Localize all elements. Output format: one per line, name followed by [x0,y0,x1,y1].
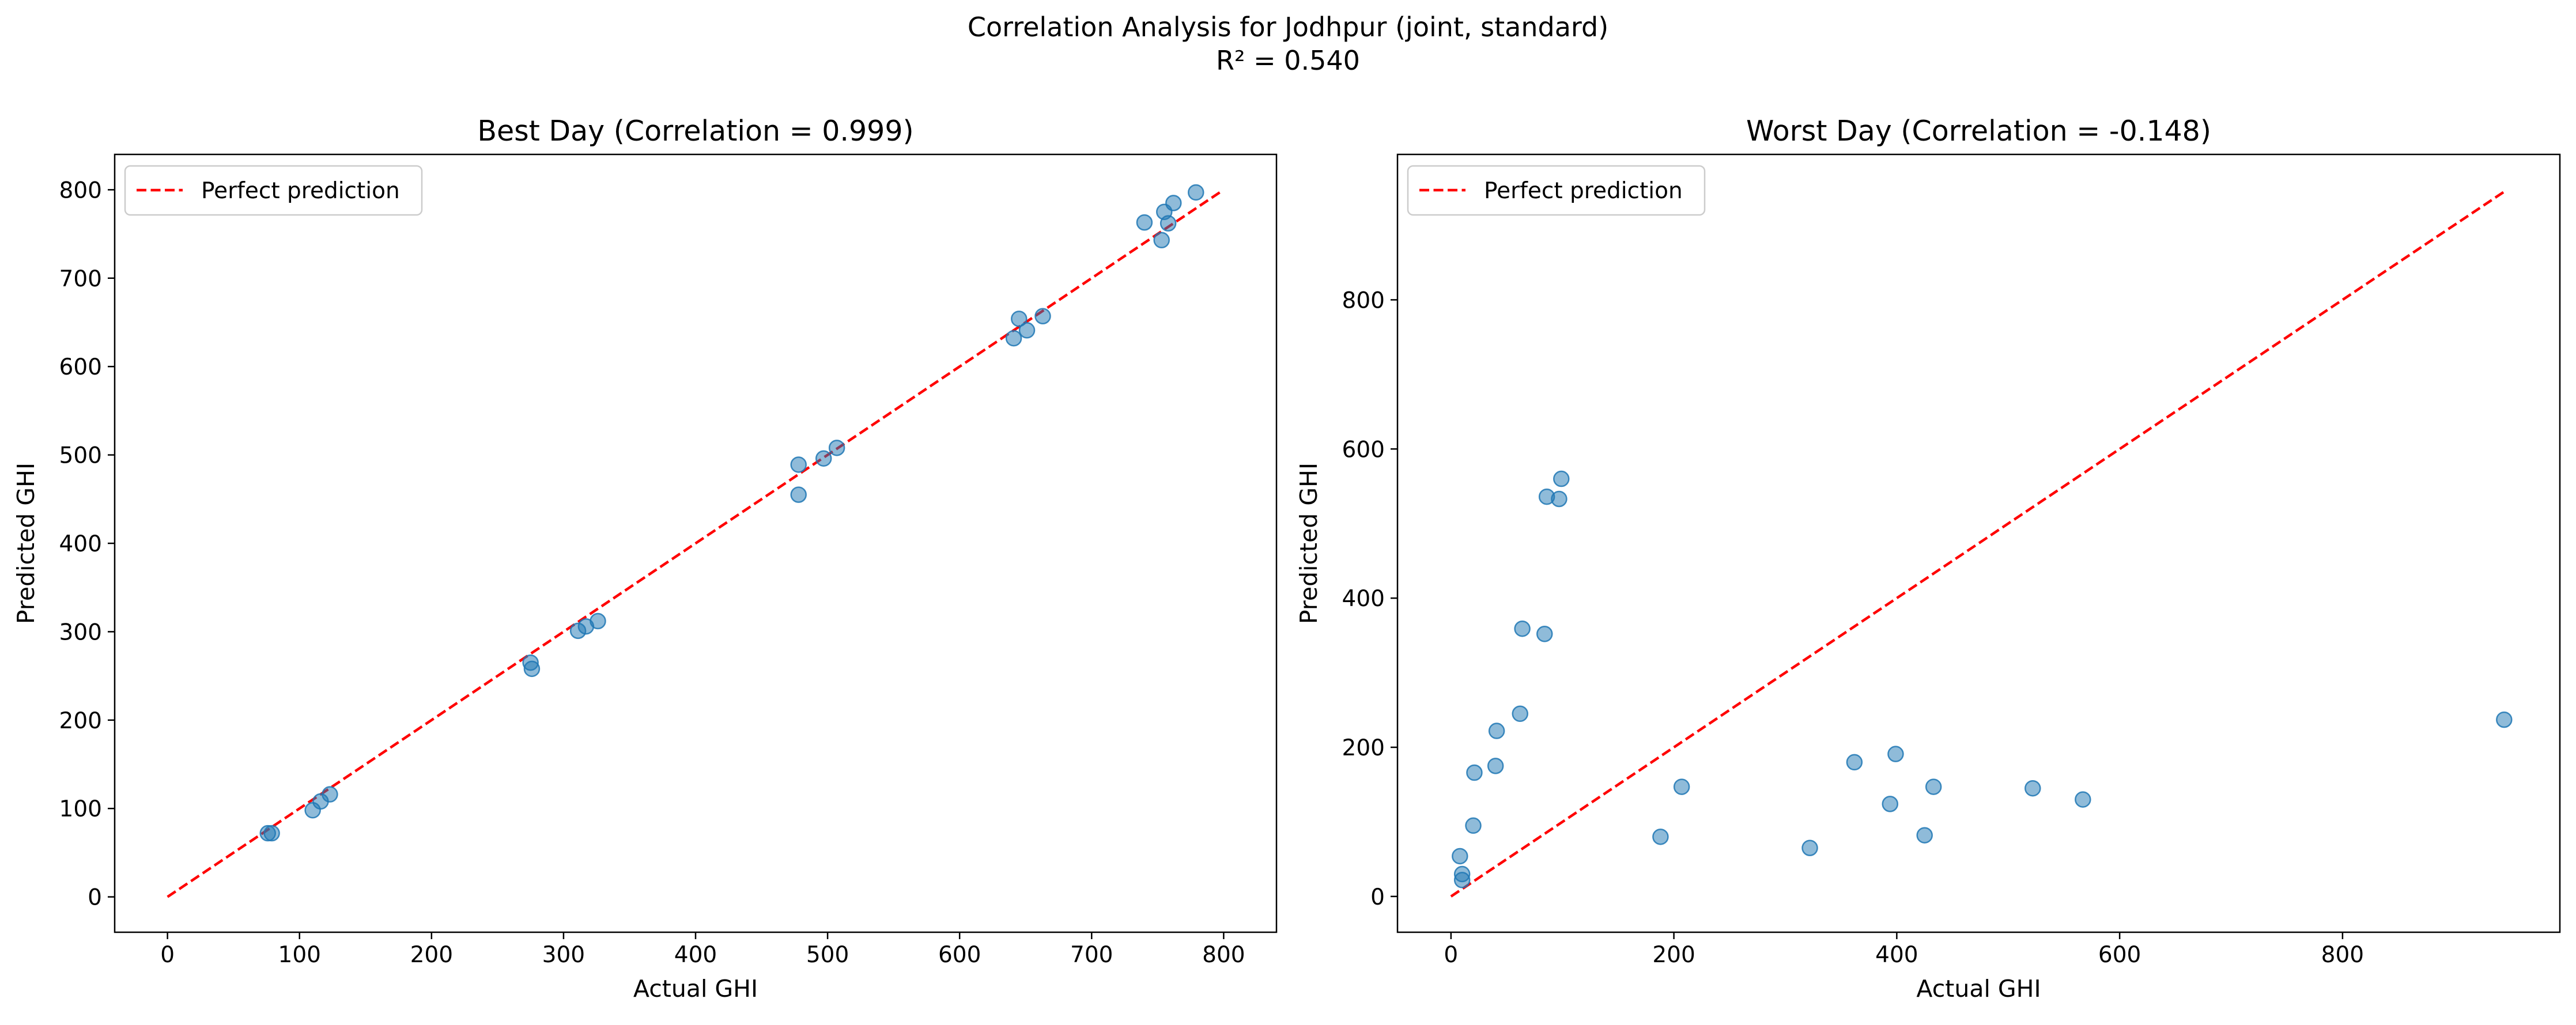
data-point [1018,322,1036,339]
data-point [1652,829,1669,845]
data-point [1514,620,1531,637]
legend: Perfect prediction [124,165,423,216]
figure-title-line-1: Correlation Analysis for Jodhpur (joint,… [967,12,1609,43]
data-point [1882,796,1899,812]
legend-label: Perfect prediction [1484,178,1683,204]
data-point [523,660,541,678]
data-point [2496,711,2513,728]
x-axis-label: Actual GHI [1916,975,2041,1003]
data-point [1136,214,1153,231]
chart-panel-1: 0 100 200 300 400 500 600 700 800 0 100 200 300 400 50… [12,115,1278,1003]
y-tick-label: 200 [59,708,102,734]
y-tick-label: 0 [88,885,102,911]
x-tick-label: 600 [938,942,981,968]
chart-title: Best Day (Correlation = 0.999) [477,115,913,147]
x-tick-label: 500 [806,942,849,968]
x-tick-label: 700 [1070,942,1113,968]
data-point [1487,758,1504,774]
x-tick-label: 0 [160,942,175,968]
data-point [1153,232,1170,249]
data-point [1925,778,1942,795]
data-point [1512,705,1528,723]
chart-title: Worst Day (Correlation = -0.148) [1746,115,2211,147]
data-point [790,456,807,473]
data-point [1165,195,1182,211]
data-point [1846,754,1863,771]
y-tick-label: 200 [1342,735,1385,761]
x-tick-label: 800 [1202,942,1245,968]
plot-frame [1396,153,2561,933]
data-point [1916,827,1933,844]
legend-box [1407,165,1706,216]
y-tick-label: 700 [59,266,102,292]
plot-area [1397,154,2560,932]
y-tick-label: 800 [1342,288,1385,313]
data-point [2075,791,2091,808]
x-tick-label: 100 [278,942,321,968]
data-point [1453,872,1471,888]
y-axis-label: Predicted GHI [1295,463,1323,624]
y-tick-label: 0 [1370,884,1385,910]
data-point [828,440,845,456]
figure-title-line-2: R² = 0.540 [1216,45,1360,76]
x-tick-label: 0 [1444,942,1458,968]
y-tick-label: 400 [59,531,102,557]
data-point [1005,330,1022,347]
data-point [1673,778,1690,795]
data-point [1034,308,1051,324]
data-point [1159,215,1177,232]
x-tick-label: 300 [542,942,585,968]
chart-panel-2: 0 200 400 600 800 0 200 400 600 800 Actual GHI Pred… [1295,115,2561,1003]
data-point [322,786,338,803]
data-point [1011,311,1028,327]
x-axis-label: Actual GHI [633,975,758,1003]
x-tick-label: 200 [1652,942,1695,968]
y-axis-label: Predicted GHI [12,463,40,624]
data-point [1466,764,1483,781]
figure-title: Correlation Analysis for Jodhpur (joint,… [0,10,2576,77]
data-point [815,450,832,467]
y-tick-label: 600 [1342,437,1385,463]
y-tick-label: 800 [59,177,102,203]
data-point [1465,817,1482,834]
data-point [1801,839,1818,856]
y-tick-label: 400 [1342,586,1385,612]
data-point [1188,184,1204,201]
legend: Perfect prediction [1407,165,1706,216]
y-tick-label: 300 [59,619,102,645]
x-tick-label: 400 [674,942,717,968]
data-point [590,612,606,630]
x-tick-label: 800 [2321,942,2364,968]
legend-label: Perfect prediction [201,178,400,204]
data-point [1488,723,1505,739]
y-tick-label: 500 [59,443,102,469]
data-point [1887,746,1904,762]
y-tick-label: 600 [59,354,102,380]
legend-box [124,165,423,216]
x-tick-label: 200 [410,942,453,968]
data-point [2024,780,2041,797]
x-tick-label: 600 [2098,942,2141,968]
data-point [263,824,280,842]
data-point [1536,626,1553,642]
data-point [1553,470,1570,487]
x-tick-label: 400 [1875,942,1918,968]
data-point [1452,848,1468,865]
data-point [1551,490,1567,508]
y-tick-label: 100 [59,796,102,822]
data-point [790,486,807,503]
